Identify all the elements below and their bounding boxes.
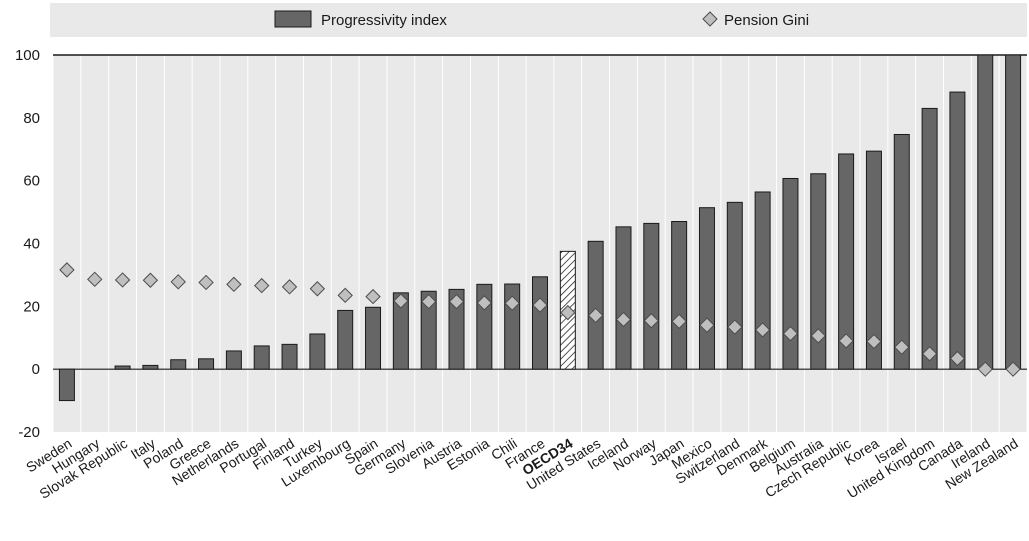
diamond-point [198,274,214,291]
bar [587,240,604,370]
diamond-point [114,272,131,288]
diamond-point [838,333,854,349]
bar [337,309,354,370]
bar [643,222,660,370]
bar [392,292,409,370]
y-tick-label: 40 [23,236,40,253]
diamond-point [504,295,520,311]
diamond-point [810,328,826,344]
bar [782,177,799,370]
bar [58,368,75,402]
bar [698,207,715,370]
bar [281,343,298,370]
diamond-point [476,295,493,311]
bar [365,306,382,370]
diamond-point [532,297,548,313]
diamond-point [226,276,242,293]
diamond-point [894,339,910,355]
bar [754,191,771,370]
bar [838,153,855,370]
bar [671,221,688,370]
bar [309,333,326,370]
bar [142,364,159,370]
bar [253,345,270,370]
diamond-point [866,333,882,350]
diamond-point [337,287,353,304]
bar [726,201,743,370]
y-tick-label: 0 [32,361,40,378]
legend-band [50,3,1027,37]
bar [1005,54,1022,370]
bar [921,107,938,370]
legend-bar-swatch [274,10,312,28]
diamond-point [643,313,660,329]
diamond-point [754,322,771,338]
y-tick-label: -20 [18,424,40,441]
bar-series [58,54,1022,402]
diamond-point [393,293,409,309]
y-tick-label: 100 [15,47,40,64]
diamond-point [977,361,993,377]
bar [448,288,465,370]
bar [615,226,632,370]
diamond-point [281,279,298,295]
diamond-point [921,346,938,362]
diamond-point [560,304,576,321]
diamond-series [59,262,1021,377]
y-tick-label: 20 [23,298,40,315]
bar [893,133,910,370]
diamond-point [782,325,799,342]
diamond-point [420,293,437,310]
diamond-point [1005,361,1021,377]
diamond-point [142,272,159,288]
diamond-point [87,271,103,288]
bar [977,54,994,370]
bar [420,290,437,370]
diamond-point [949,350,966,367]
bar [225,350,242,370]
bar [810,173,827,370]
diamond-point [448,293,465,310]
diamond-point [699,317,715,333]
bar [532,276,548,370]
bar [949,91,966,370]
legend-label-pension-gini: Pension Gini [724,12,809,29]
legend-diamond-swatch [702,11,718,27]
diamond-point [254,277,270,294]
diamond-point [671,313,687,330]
legend-label-progressivity: Progressivity index [321,12,447,29]
bar [865,150,882,370]
diamond-point [615,311,632,328]
bar [170,359,187,370]
diamond-point [309,281,326,297]
diamond-point [59,262,75,278]
bar [114,365,131,370]
y-tick-label: 60 [23,173,40,190]
legend: Progressivity index Pension Gini [274,10,809,29]
diamond-point [587,307,604,324]
bar [198,358,215,370]
diamond-point [727,319,743,335]
diamond-point [170,274,186,290]
y-tick-label: 80 [23,110,40,127]
diamond-point [365,288,381,305]
